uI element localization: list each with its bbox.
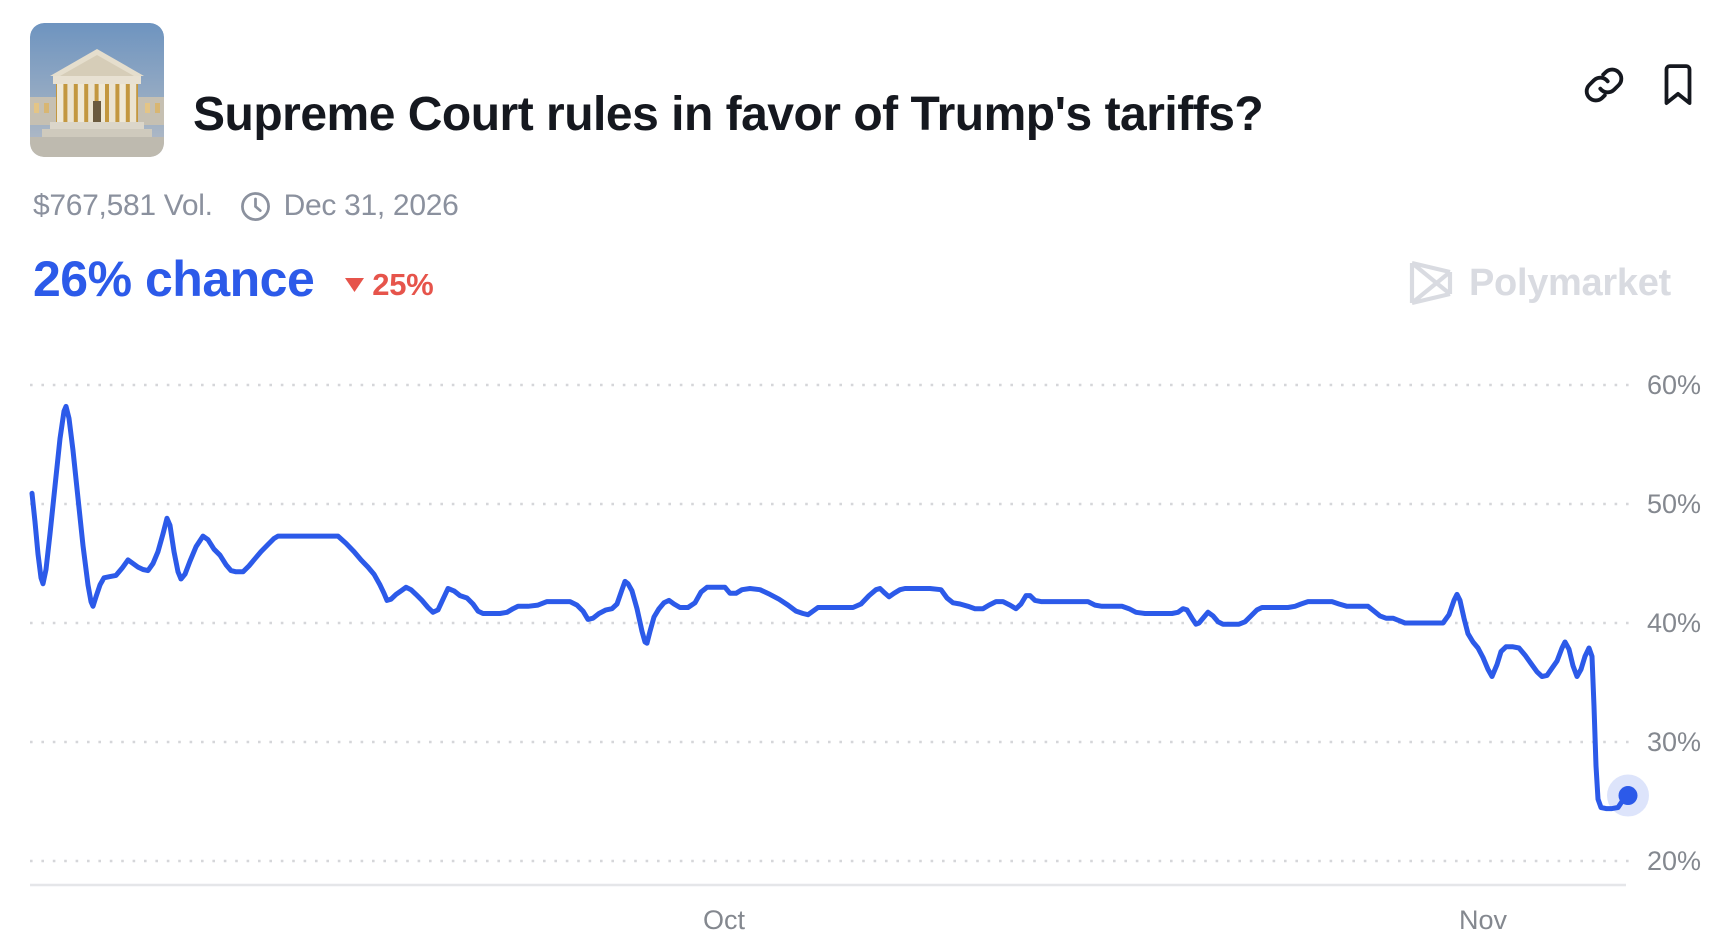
polymarket-logo-icon <box>1409 260 1453 306</box>
polymarket-wordmark: Polymarket <box>1469 261 1671 304</box>
link-icon <box>1584 67 1624 102</box>
chance-value: 26% chance <box>33 251 315 307</box>
clock-icon <box>240 191 270 221</box>
market-meta: $767,581 Vol. Dec 31, 2026 <box>33 188 459 224</box>
y-axis-label: 40% <box>1647 608 1702 638</box>
market-image <box>30 23 164 157</box>
y-axis-label: 20% <box>1647 846 1702 876</box>
triangle-down-icon <box>345 278 365 292</box>
change-value: 25% <box>372 267 434 302</box>
supreme-court-photo <box>30 23 164 157</box>
last-price-dot <box>1618 786 1638 806</box>
end-date-label: Dec 31, 2026 <box>283 189 459 222</box>
y-axis-label: 50% <box>1647 489 1702 519</box>
bookmark-icon <box>1664 64 1692 105</box>
x-axis-label: Nov <box>1458 905 1507 935</box>
market-title: Supreme Court rules in favor of Trump's … <box>193 88 1264 142</box>
price-line <box>29 403 1631 812</box>
change-indicator: 25% <box>344 267 434 303</box>
y-axis-label: 60% <box>1647 370 1702 400</box>
chance-row: 26% chance 25% <box>33 251 434 307</box>
volume-label: $767,581 Vol. <box>33 189 213 222</box>
x-axis-label: Oct <box>702 905 745 935</box>
bookmark-button[interactable] <box>1654 62 1702 110</box>
y-axis-label: 30% <box>1647 727 1702 757</box>
polymarket-watermark: Polymarket <box>1408 258 1671 308</box>
copy-link-button[interactable] <box>1580 62 1628 110</box>
